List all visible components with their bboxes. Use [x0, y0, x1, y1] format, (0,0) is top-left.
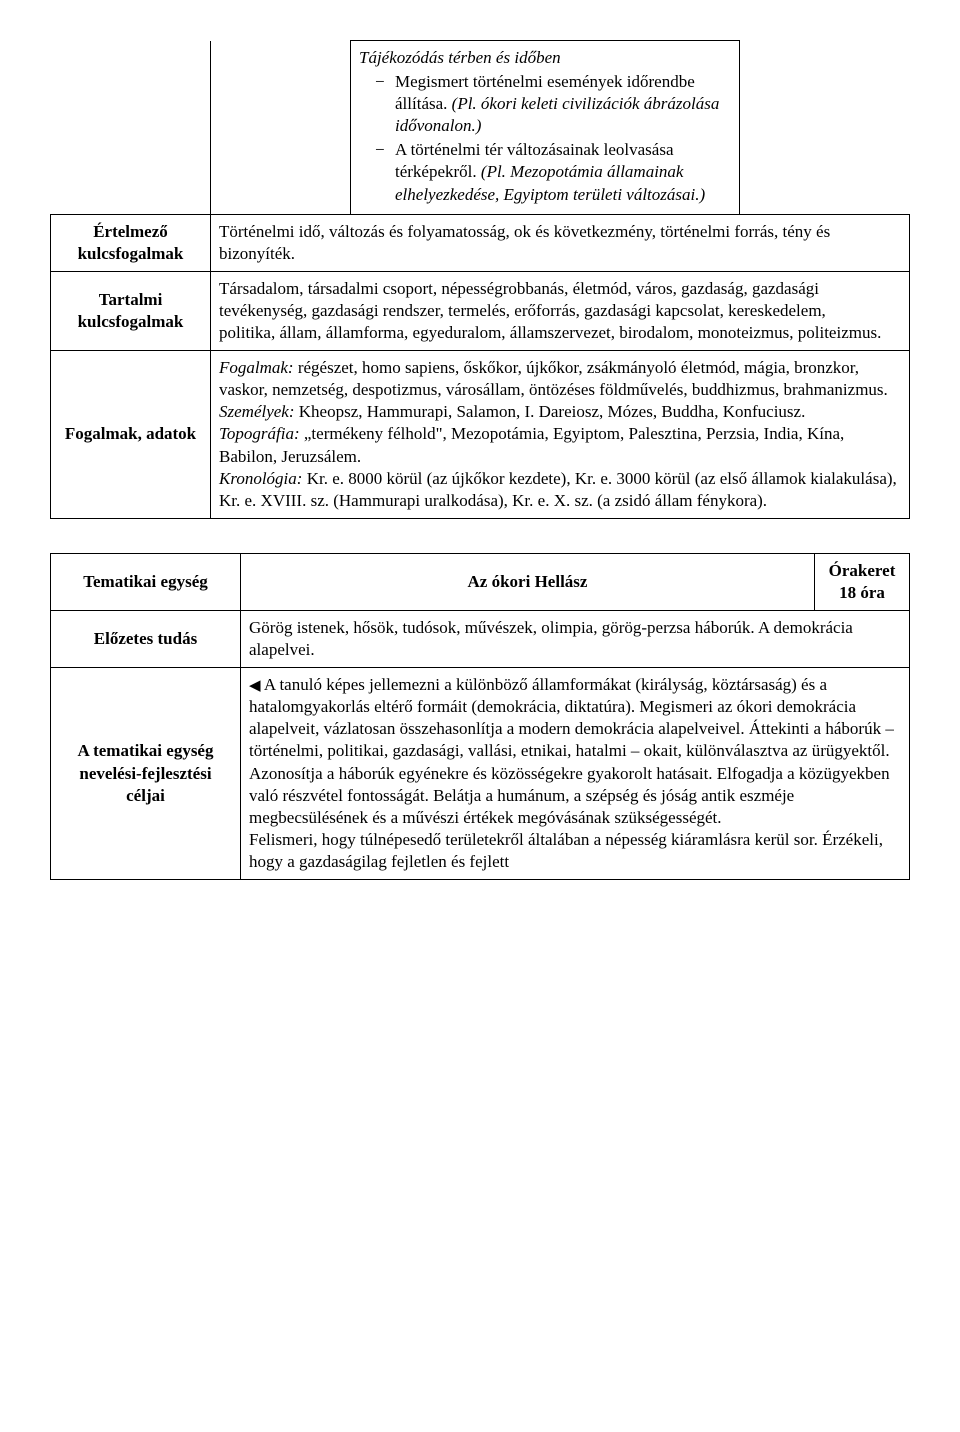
elozetes-text: Görög istenek, hősök, tudósok, művészek,…	[241, 610, 910, 667]
unit-table: Tematikai egység Az ókori Hellász Óraker…	[50, 553, 910, 880]
elozetes-label: Előzetes tudás	[51, 610, 241, 667]
celjai-label: A tematikai egység nevelési-fejlesztési …	[51, 668, 241, 880]
list-item: Megismert történelmi események időrendbe…	[375, 71, 731, 137]
celjai-p1: A tanuló képes jellemezni a különböző ál…	[249, 675, 894, 760]
orientation-row: Tájékozódás térben és időben Megismert t…	[51, 41, 910, 215]
tartalmi-label: Tartalmi kulcsfogalmak	[51, 271, 211, 350]
table-separator	[50, 519, 910, 553]
fogalmak-p1-label: Fogalmak:	[219, 358, 294, 377]
tartalmi-text: Társadalom, társadalmi csoport, népesség…	[211, 271, 910, 350]
ertelmezo-row: Értelmező kulcsfogalmak Történelmi idő, …	[51, 214, 910, 271]
fogalmak-p4-text: Kr. e. 8000 körül (az újkőkor kezdete), …	[219, 469, 897, 510]
unit-header-c1: Tematikai egység	[51, 553, 241, 610]
fogalmak-p2-label: Személyek:	[219, 402, 295, 421]
fogalmak-p1-text: régészet, homo sapiens, őskőkor, újkőkor…	[219, 358, 888, 399]
orakeret-label: Órakeret	[829, 561, 896, 580]
ertelmezo-text: Történelmi idő, változás és folyamatossá…	[211, 214, 910, 271]
celjai-content: ◀ A tanuló képes jellemezni a különböző …	[241, 668, 910, 880]
fogalmak-p2-text: Kheopsz, Hammurapi, Salamon, I. Dareiosz…	[295, 402, 806, 421]
orakeret-hours: 18 óra	[839, 583, 885, 602]
ertelmezo-label: Értelmező kulcsfogalmak	[51, 214, 211, 271]
fogalmak-p3-text: „termékeny félhold", Mezopotámia, Egyipt…	[219, 424, 844, 465]
orientation-list: Megismert történelmi események időrendbe…	[359, 71, 731, 206]
orientation-title: Tájékozódás térben és időben	[359, 47, 731, 69]
empty-cell	[211, 41, 351, 215]
fogalmak-label: Fogalmak, adatok	[51, 351, 211, 519]
celjai-p2: Azonosítja a háborúk egyénekre és közöss…	[249, 764, 890, 827]
celjai-row: A tematikai egység nevelési-fejlesztési …	[51, 668, 910, 880]
unit-header-c2: Az ókori Hellász	[241, 553, 815, 610]
fogalmak-p3-label: Topográfia:	[219, 424, 300, 443]
celjai-p3: Felismeri, hogy túlnépesedő területekről…	[249, 830, 883, 871]
unit-header-row: Tematikai egység Az ókori Hellász Óraker…	[51, 553, 910, 610]
tartalmi-row: Tartalmi kulcsfogalmak Társadalom, társa…	[51, 271, 910, 350]
fogalmak-row: Fogalmak, adatok Fogalmak: régészet, hom…	[51, 351, 910, 519]
triangle-left-icon: ◀	[249, 677, 261, 697]
orientation-content: Tájékozódás térben és időben Megismert t…	[351, 41, 740, 215]
empty-cell	[740, 41, 910, 215]
fogalmak-p4-label: Kronológia:	[219, 469, 302, 488]
list-item: A történelmi tér változásainak leolvasás…	[375, 139, 731, 205]
empty-cell	[51, 41, 211, 215]
unit-header-c3: Órakeret 18 óra	[815, 553, 910, 610]
elozetes-row: Előzetes tudás Görög istenek, hősök, tud…	[51, 610, 910, 667]
fogalmak-content: Fogalmak: régészet, homo sapiens, őskőko…	[211, 351, 910, 519]
concepts-table: Tájékozódás térben és időben Megismert t…	[50, 40, 910, 519]
